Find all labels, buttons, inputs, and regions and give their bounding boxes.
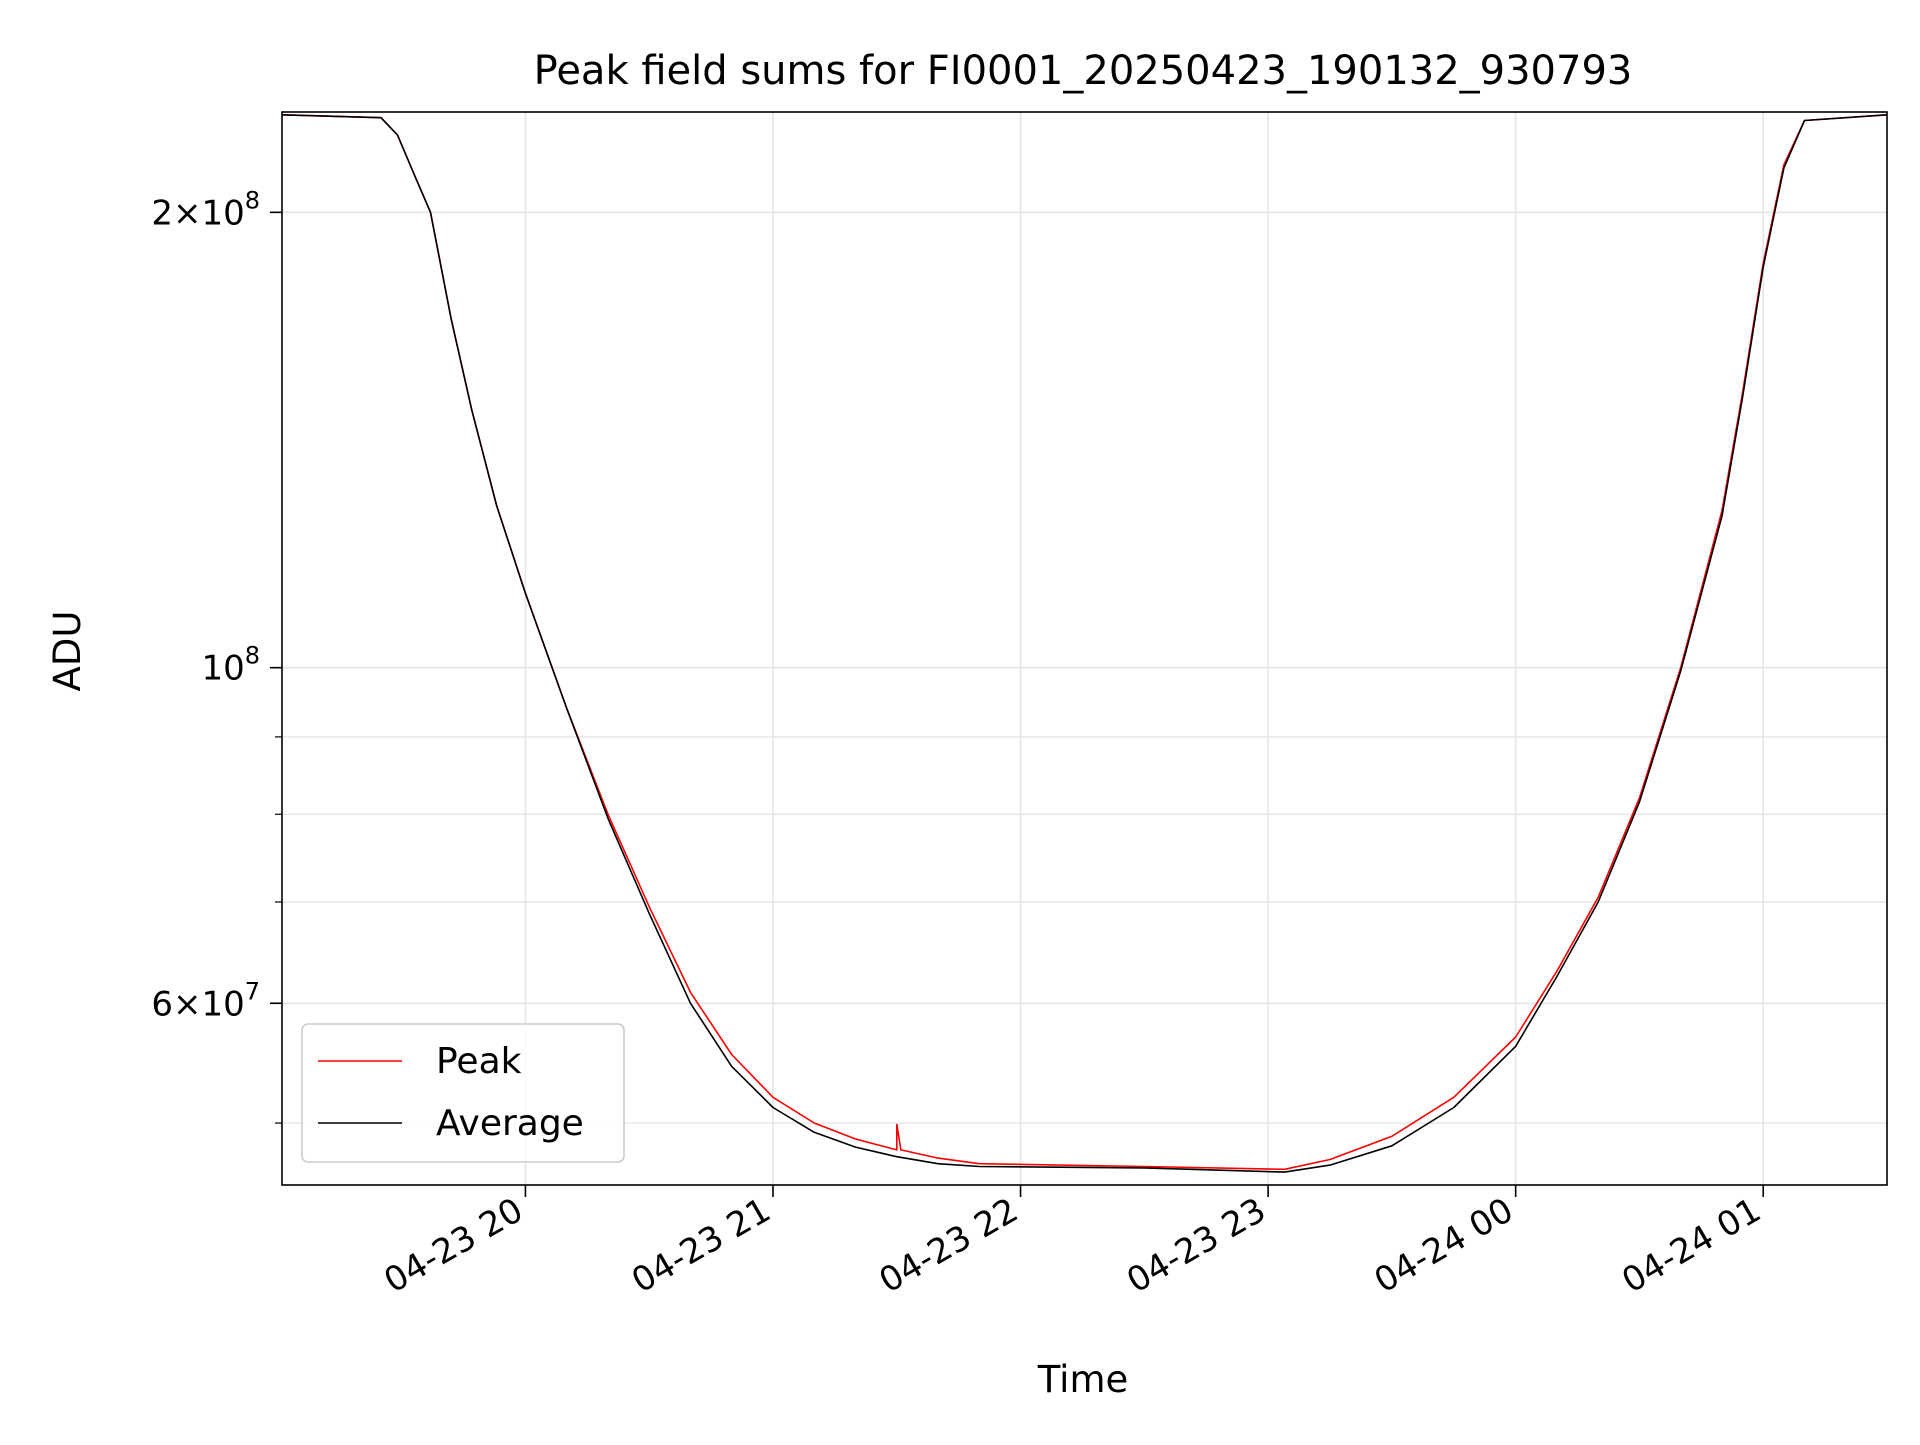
series-line-average [281, 114, 1888, 1173]
legend: Peak Average [301, 1023, 625, 1163]
chart-title: Peak field sums for FI0001_20250423_1901… [534, 48, 1633, 94]
y-axis-label: ADU [46, 611, 89, 692]
legend-label-peak: Peak [436, 1041, 522, 1082]
plot-area [281, 114, 1888, 1173]
y-tick-label: 2×108 [151, 186, 260, 233]
grid [282, 112, 1887, 1185]
x-axis-label: Time [1037, 1358, 1129, 1401]
y-tick-label: 108 [201, 642, 260, 689]
legend-label-average: Average [436, 1103, 584, 1144]
y-tick-label: 6×107 [151, 977, 260, 1024]
axes-frame [281, 111, 1888, 1186]
legend-box [301, 1023, 625, 1163]
